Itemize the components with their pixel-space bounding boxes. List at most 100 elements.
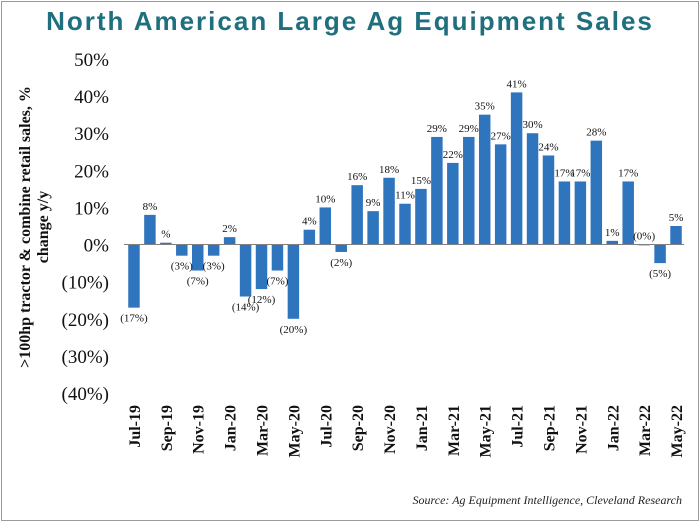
data-label: (3%) xyxy=(203,261,225,273)
data-label: 10% xyxy=(315,193,335,205)
data-label: 16% xyxy=(347,171,367,183)
x-tick-label: Sep-21 xyxy=(541,405,558,451)
bar xyxy=(526,133,539,245)
data-label: 18% xyxy=(379,164,399,176)
bar xyxy=(351,185,363,245)
bar xyxy=(383,177,395,245)
bar xyxy=(176,244,188,256)
data-label: (0%) xyxy=(633,231,655,243)
x-tick-label: May-21 xyxy=(478,405,495,457)
x-tick-label: Sep-19 xyxy=(159,405,176,451)
data-label: (5%) xyxy=(649,268,671,280)
data-label: 22% xyxy=(443,149,463,161)
bar xyxy=(415,188,427,245)
data-label: % xyxy=(161,229,170,241)
y-tick-label: 40% xyxy=(74,87,109,108)
x-tick-label: Sep-20 xyxy=(350,405,367,451)
bar xyxy=(590,140,603,245)
x-tick-label: Jul-19 xyxy=(127,405,144,448)
data-label: 29% xyxy=(459,123,479,135)
data-label: 9% xyxy=(366,197,381,209)
chart-title: North American Large Ag Equipment Sales xyxy=(46,6,654,36)
data-label: 5% xyxy=(669,212,684,224)
bar xyxy=(463,136,475,245)
data-label: 35% xyxy=(475,101,495,113)
data-label: 17% xyxy=(570,167,590,179)
data-label: 4% xyxy=(302,216,317,228)
x-tick-label: Jan-21 xyxy=(414,405,431,451)
data-label: 17% xyxy=(554,167,574,179)
data-label: 8% xyxy=(143,201,158,213)
x-tick-label: Nov-20 xyxy=(382,405,399,454)
bar xyxy=(494,144,507,245)
x-tick-label: Jul-21 xyxy=(510,405,527,448)
y-tick-label: (30%) xyxy=(62,347,109,368)
bar xyxy=(478,114,491,245)
bar xyxy=(160,242,172,245)
data-label: 28% xyxy=(586,127,606,139)
bar xyxy=(255,244,268,290)
bar xyxy=(542,155,555,245)
bar xyxy=(207,244,220,256)
data-label: 24% xyxy=(538,141,558,153)
data-label: (3%) xyxy=(171,261,193,273)
x-tick-label: Mar-20 xyxy=(255,405,272,456)
y-tick-label: 30% xyxy=(74,124,109,145)
bar xyxy=(399,203,411,245)
bar xyxy=(367,211,379,245)
data-labels: (17%) 8%% (3%) (7%) (3%) 2% (14%)(12%) (7%) (20%… xyxy=(120,78,683,335)
y-tick-label: 50% xyxy=(74,50,109,71)
x-tick-label: Jul-20 xyxy=(318,405,335,448)
data-label: 2% xyxy=(222,223,237,235)
bar xyxy=(192,244,204,271)
data-label: 15% xyxy=(411,175,431,187)
data-label: 27% xyxy=(491,130,511,142)
bar xyxy=(654,244,666,264)
y-tick-label: (10%) xyxy=(62,273,109,294)
bar xyxy=(128,244,140,308)
bar xyxy=(239,244,252,297)
bar xyxy=(558,181,571,245)
y-tick-label: (40%) xyxy=(62,384,109,405)
x-tick-label: May-20 xyxy=(286,405,303,457)
x-tick-label: May-22 xyxy=(669,405,686,457)
x-tick-label: Mar-21 xyxy=(446,405,463,456)
x-tick-label: Nov-19 xyxy=(191,405,208,454)
x-axis-ticks: Jul-19 Sep-19 Nov-19 Jan-20 Mar-20 May-20 Jul-… xyxy=(127,405,686,457)
x-tick-label: Nov-21 xyxy=(573,405,590,454)
data-label: 1% xyxy=(605,227,620,239)
data-label: (12%) xyxy=(248,294,276,306)
bar xyxy=(670,226,682,245)
y-axis-label: >100hp tractor & combine retail sales, %… xyxy=(17,86,52,368)
source-note: Source: Ag Equipment Intelligence, Cleve… xyxy=(412,493,682,507)
bar xyxy=(287,244,300,319)
data-label: (2%) xyxy=(330,257,352,269)
data-label: 30% xyxy=(522,119,542,131)
bar xyxy=(223,237,236,245)
y-tick-label: 0% xyxy=(84,236,110,257)
data-label: (14%) xyxy=(232,302,260,314)
data-label: (7%) xyxy=(187,276,209,288)
data-label: (17%) xyxy=(120,313,148,325)
bar xyxy=(144,214,156,245)
y-tick-label: (20%) xyxy=(62,310,109,331)
y-axis-ticks: 50% 40% 30% 20% 10% 0% (10%) (20%) (30%) (40%) xyxy=(62,50,110,405)
y-tick-label: 10% xyxy=(74,198,109,219)
bar xyxy=(271,244,284,271)
bar xyxy=(510,92,523,245)
data-label: 41% xyxy=(507,78,527,90)
data-label: 17% xyxy=(618,167,638,179)
x-tick-label: Jan-20 xyxy=(223,405,240,451)
bar xyxy=(431,136,443,245)
y-tick-label: 20% xyxy=(74,161,109,182)
bar xyxy=(447,162,459,245)
data-label: (20%) xyxy=(280,324,308,336)
bar-series xyxy=(128,92,682,319)
bar xyxy=(622,181,634,245)
x-tick-label: Mar-22 xyxy=(637,405,654,456)
bar xyxy=(319,207,332,245)
bar xyxy=(335,244,347,252)
bar xyxy=(303,229,316,245)
